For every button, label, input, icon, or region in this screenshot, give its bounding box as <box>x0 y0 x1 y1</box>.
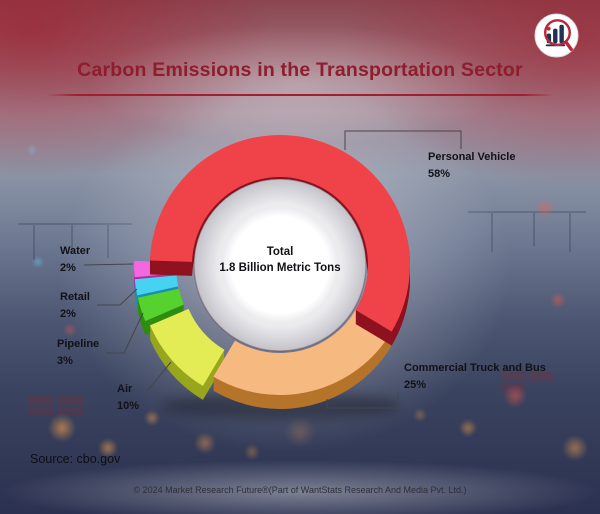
slice-name: Commercial Truck and Bus <box>404 362 546 374</box>
donut-center-value: 1.8 Billion Metric Tons <box>219 262 341 274</box>
slice-percent: 2% <box>60 308 76 320</box>
slice-name: Water <box>60 245 91 257</box>
slice-name: Pipeline <box>57 338 100 350</box>
donut-center-label: Total 1.8 Billion Metric Tons <box>205 246 355 274</box>
slice-name: Retail <box>60 291 90 303</box>
slice-percent: 3% <box>57 355 73 367</box>
slice-label-personal-vehicle: Personal Vehicle 58% <box>428 149 515 183</box>
slice-label-pipeline: Pipeline 3% <box>57 336 99 370</box>
slice-name: Air <box>117 383 133 395</box>
slice-percent: 2% <box>60 262 76 274</box>
source-text: Source: cbo.gov <box>30 452 121 466</box>
donut-center-total: Total <box>266 246 294 258</box>
page-title: Carbon Emissions in the Transportation S… <box>77 59 523 81</box>
slice-percent: 25% <box>404 379 427 391</box>
slice-label-water: Water 2% <box>60 243 90 277</box>
brand-logo-icon <box>534 13 579 58</box>
slice-percent: 10% <box>117 400 140 412</box>
slice-label-retail: Retail 2% <box>60 289 90 323</box>
title-underline <box>46 94 554 96</box>
footer-text: © 2024 Market Research Future®(Part of W… <box>133 485 467 495</box>
slice-label-air: Air 10% <box>117 381 139 415</box>
slice-label-commercial-truck-and-bus: Commercial Truck and Bus 25% <box>404 360 546 394</box>
slice-name: Personal Vehicle <box>428 151 516 163</box>
slice-percent: 58% <box>428 168 451 180</box>
